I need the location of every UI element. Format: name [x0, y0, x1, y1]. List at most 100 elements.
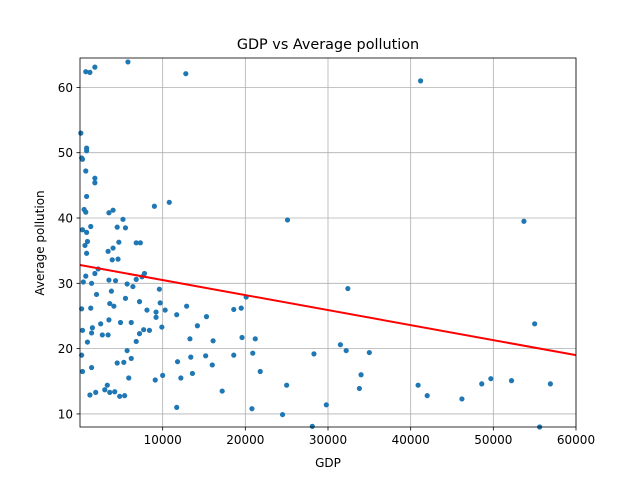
data-point — [92, 180, 98, 186]
data-point — [424, 393, 430, 399]
data-point — [93, 291, 100, 298]
data-point — [141, 327, 147, 333]
data-point — [79, 156, 86, 162]
data-point — [188, 354, 194, 360]
data-point — [79, 227, 86, 233]
y-tick-label: 40 — [58, 212, 73, 226]
data-point — [102, 387, 108, 393]
data-point — [153, 309, 159, 315]
data-point — [203, 314, 210, 320]
data-point — [83, 69, 89, 75]
data-point — [122, 393, 128, 399]
data-point — [532, 321, 538, 327]
data-point — [162, 307, 168, 313]
x-tick-label: 60000 — [557, 433, 595, 447]
data-point — [239, 334, 245, 341]
data-point — [80, 279, 86, 285]
data-point — [106, 210, 112, 216]
data-point — [153, 314, 159, 320]
data-point — [183, 71, 189, 77]
data-point — [87, 69, 93, 75]
data-point — [343, 347, 349, 354]
data-point — [417, 78, 424, 84]
data-point — [88, 330, 95, 336]
data-point — [144, 307, 150, 313]
data-point — [174, 312, 180, 318]
data-point — [238, 305, 244, 311]
data-point — [128, 319, 134, 326]
data-point — [250, 350, 256, 356]
data-point — [508, 378, 515, 384]
data-point — [107, 389, 113, 395]
data-point — [136, 331, 143, 337]
data-point — [84, 339, 91, 345]
data-point — [311, 351, 317, 357]
data-point — [187, 336, 193, 342]
y-tick-label: 60 — [58, 81, 73, 95]
data-point — [110, 207, 116, 213]
data-point — [249, 406, 255, 412]
data-point — [323, 402, 329, 408]
data-point — [83, 168, 89, 174]
data-point — [78, 130, 84, 136]
data-point — [99, 332, 105, 338]
x-tick-label: 20000 — [226, 433, 264, 447]
data-point — [284, 217, 291, 223]
data-point — [137, 240, 143, 246]
data-point — [109, 257, 115, 263]
y-tick-label: 20 — [58, 342, 73, 356]
trend-line — [79, 264, 577, 357]
data-point — [98, 321, 104, 327]
data-point — [174, 404, 180, 411]
data-point — [174, 359, 181, 365]
data-point — [157, 300, 163, 306]
data-point — [166, 199, 172, 205]
x-tick-label: 40000 — [392, 433, 430, 447]
data-point — [79, 327, 86, 333]
data-point — [88, 280, 95, 286]
data-point — [122, 225, 129, 231]
data-point — [112, 389, 118, 395]
data-point — [114, 360, 120, 366]
data-point — [146, 327, 153, 333]
x-axis-label: GDP — [315, 456, 341, 470]
data-point — [128, 355, 134, 362]
data-point — [152, 377, 158, 383]
data-point — [252, 336, 258, 342]
data-point — [106, 277, 112, 283]
data-point — [209, 362, 215, 368]
data-point — [547, 381, 553, 387]
data-point — [356, 385, 363, 392]
x-tick-label: 30000 — [309, 433, 347, 447]
data-point — [121, 359, 127, 365]
data-point — [105, 248, 111, 254]
trend-line-group — [79, 264, 577, 357]
data-point — [203, 353, 209, 359]
y-axis-label: Average pollution — [33, 190, 47, 295]
data-point — [337, 342, 343, 348]
data-point — [279, 411, 286, 418]
data-point — [130, 283, 136, 290]
data-point — [88, 364, 95, 371]
data-point — [104, 382, 110, 388]
y-tick-label: 50 — [58, 146, 73, 160]
data-point — [126, 375, 132, 381]
chart-title: GDP vs Average pollution — [237, 37, 419, 53]
data-point — [151, 203, 157, 209]
y-tick-label: 10 — [58, 407, 73, 421]
data-point — [358, 372, 364, 378]
data-point — [178, 375, 184, 381]
data-point — [83, 209, 89, 215]
data-point — [87, 392, 93, 398]
data-point — [366, 349, 372, 356]
axis-ticks: 10000 20000 30000 40000 50000 60000 10 20 30 40 50… — [58, 81, 595, 447]
x-tick-label: 10000 — [144, 433, 182, 447]
data-point — [92, 175, 98, 181]
data-point — [124, 281, 130, 287]
data-point — [111, 303, 117, 309]
data-point — [159, 324, 165, 330]
data-point — [117, 393, 123, 399]
data-point — [459, 396, 465, 402]
